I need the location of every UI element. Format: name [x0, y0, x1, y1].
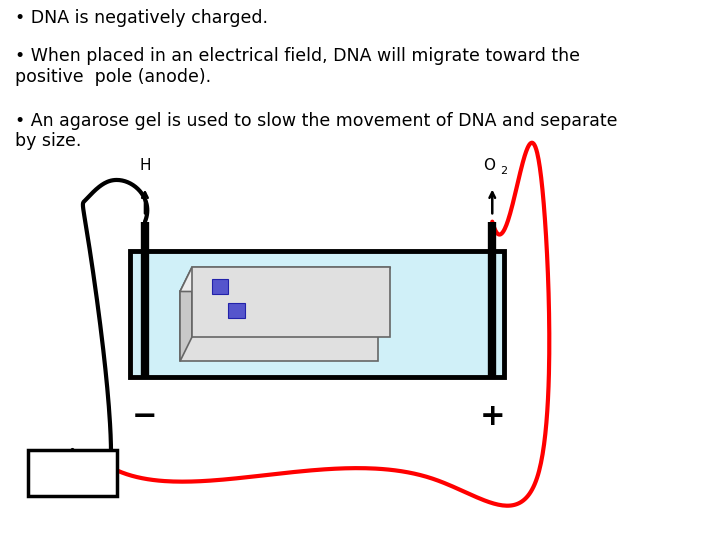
Text: Power: Power — [48, 465, 96, 480]
Bar — [130, 251, 504, 377]
Text: O: O — [483, 158, 495, 173]
Text: 2: 2 — [500, 166, 508, 176]
Text: +: + — [480, 402, 505, 430]
Text: • An agarose gel is used to slow the movement of DNA and separate
by size.: • An agarose gel is used to slow the mov… — [14, 112, 617, 150]
Polygon shape — [180, 267, 192, 361]
Bar — [28, 450, 117, 496]
Text: • When placed in an electrical field, DNA will migrate toward the
positive  pole: • When placed in an electrical field, DN… — [14, 47, 580, 86]
Bar — [212, 279, 228, 294]
Text: • DNA is negatively charged.: • DNA is negatively charged. — [14, 9, 268, 28]
Text: −: − — [132, 402, 158, 430]
Bar — [228, 303, 245, 319]
Bar — [180, 292, 379, 361]
Text: H: H — [139, 158, 150, 173]
Polygon shape — [192, 267, 390, 337]
Polygon shape — [180, 267, 390, 292]
Text: DNA: DNA — [251, 268, 284, 283]
